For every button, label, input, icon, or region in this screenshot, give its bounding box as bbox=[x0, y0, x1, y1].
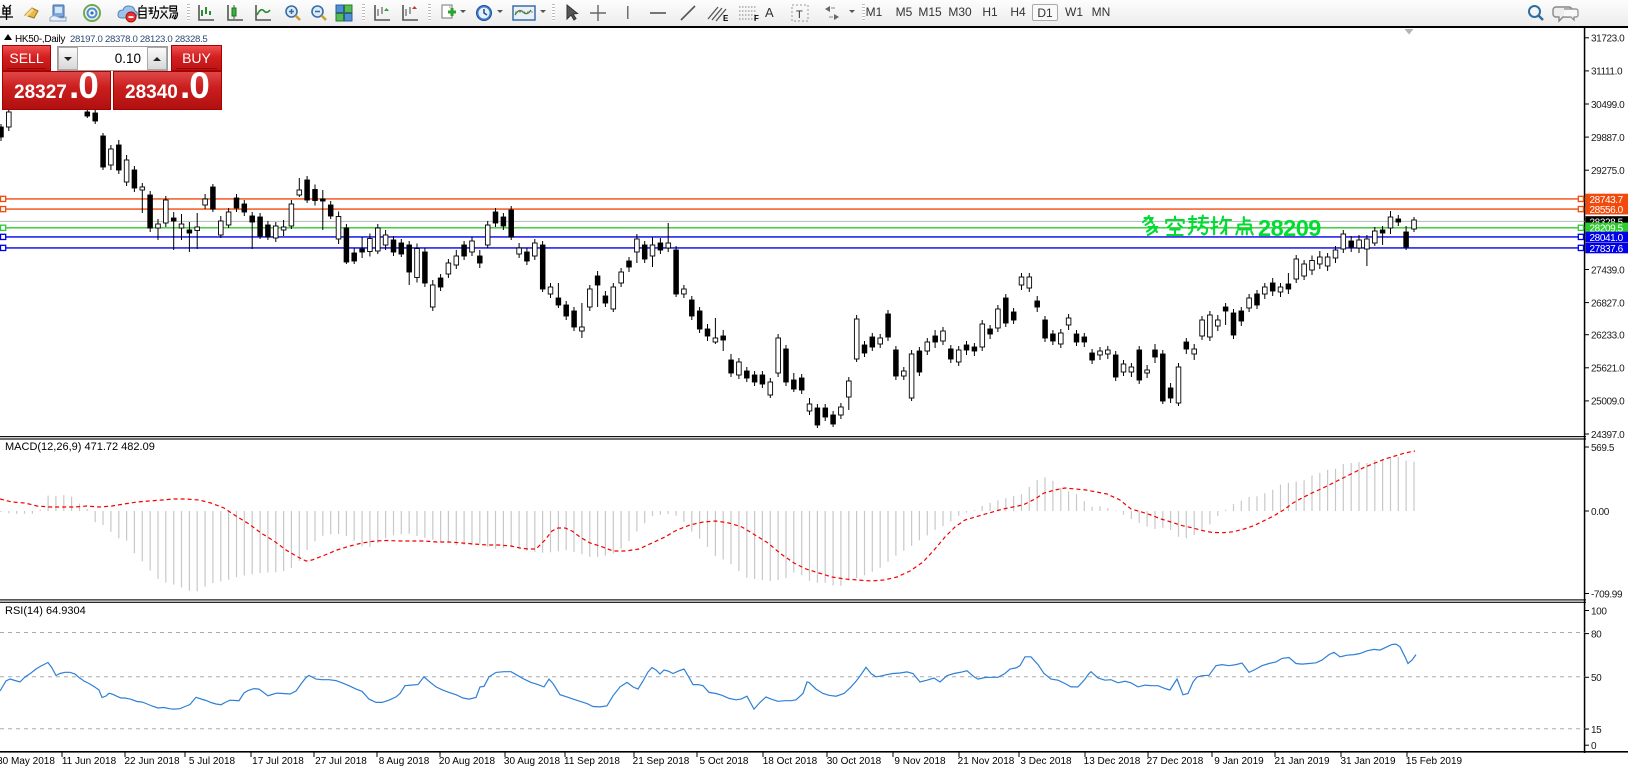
svg-text:27837.6: 27837.6 bbox=[1590, 244, 1624, 255]
svg-text:28197.0 28378.0 28123.0 28328.: 28197.0 28378.0 28123.0 28328.5 bbox=[70, 34, 207, 45]
svg-text:30 Oct 2018: 30 Oct 2018 bbox=[827, 756, 882, 767]
svg-text:28743.7: 28743.7 bbox=[1590, 195, 1624, 206]
svg-text:21 Sep 2018: 21 Sep 2018 bbox=[633, 756, 690, 767]
svg-text:21 Jan 2019: 21 Jan 2019 bbox=[1274, 756, 1329, 767]
svg-text:26827.0: 26827.0 bbox=[1591, 298, 1625, 309]
svg-text:28209.5: 28209.5 bbox=[1590, 224, 1624, 235]
svg-text:50: 50 bbox=[1591, 673, 1602, 684]
svg-text:8 Aug 2018: 8 Aug 2018 bbox=[379, 756, 430, 767]
svg-text:27439.0: 27439.0 bbox=[1591, 265, 1625, 276]
svg-text:27 Jul 2018: 27 Jul 2018 bbox=[315, 756, 367, 767]
svg-text:E: E bbox=[723, 14, 729, 23]
svg-text:569.5: 569.5 bbox=[1591, 443, 1615, 454]
svg-text:29887.0: 29887.0 bbox=[1591, 133, 1625, 144]
svg-text:15 Feb 2019: 15 Feb 2019 bbox=[1406, 756, 1463, 767]
svg-text:15: 15 bbox=[1591, 725, 1602, 736]
svg-text:27 Dec 2018: 27 Dec 2018 bbox=[1147, 756, 1204, 767]
svg-text:28041.0: 28041.0 bbox=[1590, 233, 1624, 244]
svg-text:29275.0: 29275.0 bbox=[1591, 166, 1625, 177]
svg-text:11 Jun 2018: 11 Jun 2018 bbox=[62, 756, 117, 767]
svg-text:18 Oct 2018: 18 Oct 2018 bbox=[763, 756, 818, 767]
svg-text:5 Oct 2018: 5 Oct 2018 bbox=[700, 756, 749, 767]
svg-text:17 Jul 2018: 17 Jul 2018 bbox=[252, 756, 304, 767]
svg-text:26233.0: 26233.0 bbox=[1591, 331, 1625, 342]
svg-text:9 Jan 2019: 9 Jan 2019 bbox=[1214, 756, 1264, 767]
svg-text:3 Dec 2018: 3 Dec 2018 bbox=[1020, 756, 1072, 767]
svg-text:21 Nov 2018: 21 Nov 2018 bbox=[958, 756, 1015, 767]
svg-text:13 Dec 2018: 13 Dec 2018 bbox=[1084, 756, 1141, 767]
svg-text:F: F bbox=[754, 14, 759, 23]
svg-text:100: 100 bbox=[1591, 606, 1607, 617]
svg-text:25621.0: 25621.0 bbox=[1591, 364, 1625, 375]
svg-text:-709.99: -709.99 bbox=[1591, 589, 1623, 600]
svg-text:31723.0: 31723.0 bbox=[1591, 34, 1625, 45]
svg-text:9 Nov 2018: 9 Nov 2018 bbox=[894, 756, 946, 767]
svg-text:30 May 2018: 30 May 2018 bbox=[0, 756, 55, 767]
svg-text:31111.0: 31111.0 bbox=[1591, 67, 1623, 78]
svg-text:MACD(12,26,9) 471.72 482.09: MACD(12,26,9) 471.72 482.09 bbox=[5, 441, 155, 453]
svg-text:28556.0: 28556.0 bbox=[1590, 205, 1624, 216]
svg-text:31 Jan 2019: 31 Jan 2019 bbox=[1340, 756, 1395, 767]
svg-text:30 Aug 2018: 30 Aug 2018 bbox=[504, 756, 561, 767]
svg-text:28209: 28209 bbox=[1258, 215, 1321, 241]
svg-text:5 Jul 2018: 5 Jul 2018 bbox=[189, 756, 236, 767]
svg-text:30499.0: 30499.0 bbox=[1591, 100, 1625, 111]
svg-text:T: T bbox=[796, 9, 803, 21]
svg-text:0: 0 bbox=[1591, 741, 1597, 752]
svg-text:25009.0: 25009.0 bbox=[1591, 397, 1625, 408]
svg-text:20 Aug 2018: 20 Aug 2018 bbox=[439, 756, 496, 767]
svg-text:22 Jun 2018: 22 Jun 2018 bbox=[124, 756, 179, 767]
svg-text:RSI(14) 64.9304: RSI(14) 64.9304 bbox=[5, 605, 86, 617]
svg-text:24397.0: 24397.0 bbox=[1591, 430, 1625, 441]
svg-text:HK50-,Daily: HK50-,Daily bbox=[15, 34, 65, 45]
svg-text:11 Sep 2018: 11 Sep 2018 bbox=[564, 756, 620, 767]
svg-text:80: 80 bbox=[1591, 629, 1602, 640]
svg-text:0.00: 0.00 bbox=[1591, 507, 1610, 518]
